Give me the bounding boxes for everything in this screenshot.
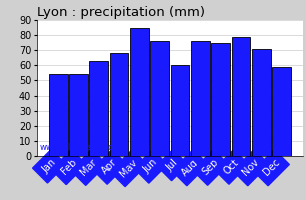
Bar [232, 37, 250, 156]
Bar [211, 43, 230, 156]
Bar [89, 61, 108, 156]
Bar [272, 67, 291, 156]
Bar [110, 53, 129, 156]
Bar [69, 74, 88, 156]
Bar [150, 41, 169, 156]
Bar [49, 74, 68, 156]
Bar [252, 49, 271, 156]
Text: www.allmetsat.com: www.allmetsat.com [39, 143, 121, 152]
Bar [191, 41, 210, 156]
Text: Lyon : precipitation (mm): Lyon : precipitation (mm) [37, 6, 205, 19]
Bar [171, 65, 189, 156]
Bar [130, 28, 149, 156]
